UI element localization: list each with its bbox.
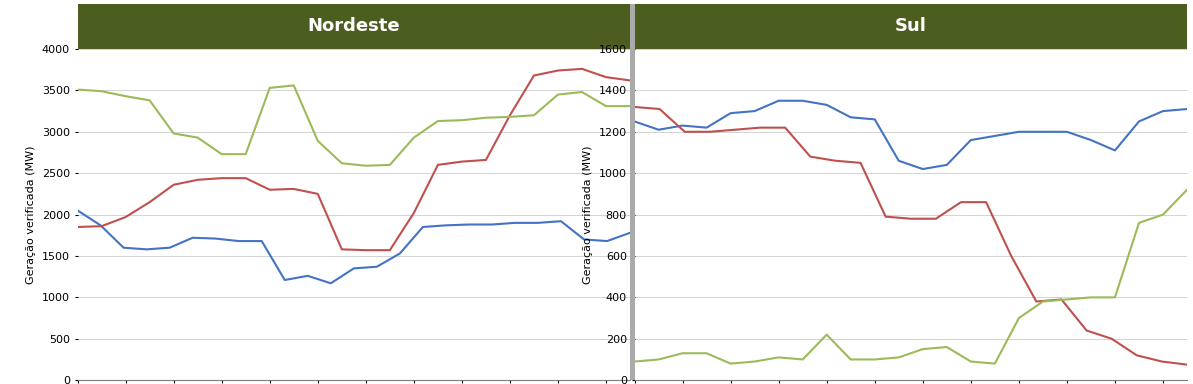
Y-axis label: Geração verificada (MW): Geração verificada (MW): [26, 145, 36, 284]
Text: Nordeste: Nordeste: [308, 17, 400, 35]
Y-axis label: Geração verificada (MW): Geração verificada (MW): [583, 145, 593, 284]
Text: Sul: Sul: [895, 17, 927, 35]
